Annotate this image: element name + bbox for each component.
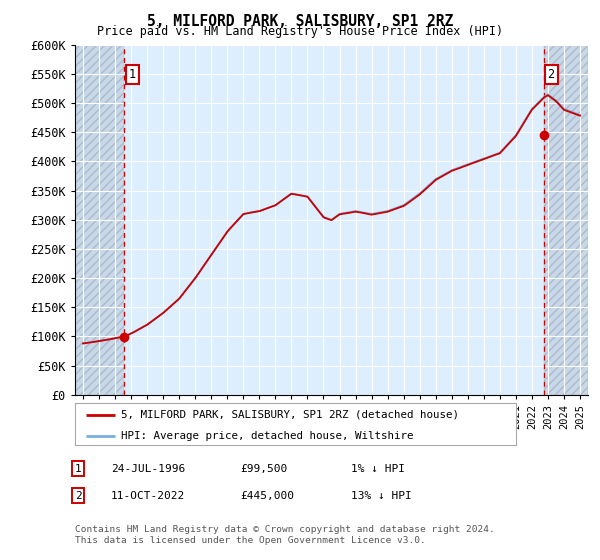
Text: £445,000: £445,000 xyxy=(240,491,294,501)
Text: Price paid vs. HM Land Registry's House Price Index (HPI): Price paid vs. HM Land Registry's House … xyxy=(97,25,503,38)
Bar xyxy=(75,45,124,395)
Text: Contains HM Land Registry data © Crown copyright and database right 2024.
This d: Contains HM Land Registry data © Crown c… xyxy=(75,525,495,545)
Text: 13% ↓ HPI: 13% ↓ HPI xyxy=(351,491,412,501)
Text: 2: 2 xyxy=(74,491,82,501)
Bar xyxy=(544,45,588,395)
Text: 5, MILFORD PARK, SALISBURY, SP1 2RZ: 5, MILFORD PARK, SALISBURY, SP1 2RZ xyxy=(147,14,453,29)
Text: £99,500: £99,500 xyxy=(240,464,287,474)
Text: 1% ↓ HPI: 1% ↓ HPI xyxy=(351,464,405,474)
Text: 5, MILFORD PARK, SALISBURY, SP1 2RZ (detached house): 5, MILFORD PARK, SALISBURY, SP1 2RZ (det… xyxy=(121,410,460,420)
Text: 1: 1 xyxy=(129,68,136,81)
Text: 11-OCT-2022: 11-OCT-2022 xyxy=(111,491,185,501)
Text: 1: 1 xyxy=(74,464,82,474)
Text: 24-JUL-1996: 24-JUL-1996 xyxy=(111,464,185,474)
Text: 2: 2 xyxy=(548,68,555,81)
Text: HPI: Average price, detached house, Wiltshire: HPI: Average price, detached house, Wilt… xyxy=(121,431,414,441)
